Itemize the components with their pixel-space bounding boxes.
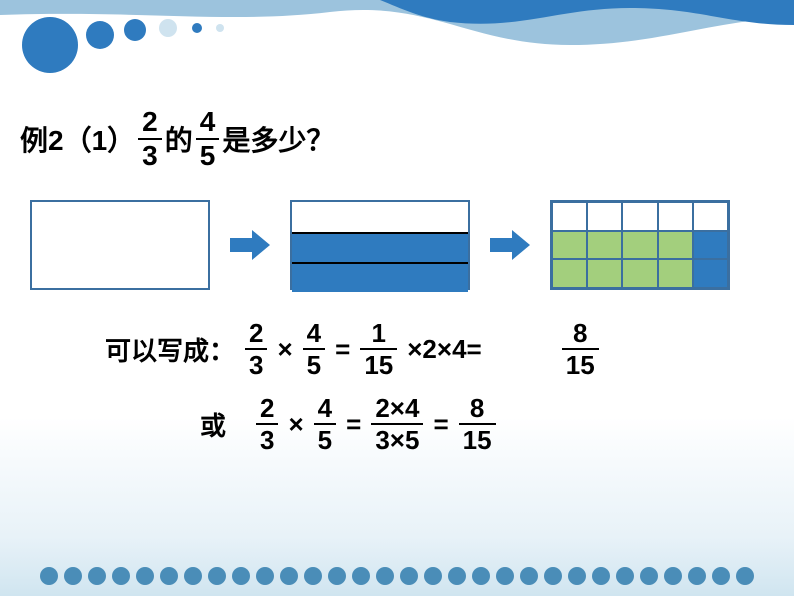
fraction: 2×4 3×5 [371,395,423,453]
fraction: 2 3 [245,320,267,378]
question-mid: 的 [165,119,193,159]
eq2-prefix: 或 [200,406,226,443]
grid-3x5 [552,202,728,288]
equation-line-2: 或 2 3 × 4 5 = 2×4 3×5 = 8 15 [195,395,501,453]
fraction-4-5: 4 5 [196,108,220,170]
header-wave [0,0,794,90]
equals-sign: = [335,334,350,365]
arrow-icon [230,230,270,260]
question-line: 例2 （1） 2 3 的 4 5 是多少？ [20,108,334,170]
diagram-rect-thirds [290,200,470,290]
diagram-row [30,200,730,290]
equals-sign: = [346,409,361,440]
example-label: 例2 [20,119,64,159]
eq1-mid: ×2×4= [407,334,481,365]
equation-line-1: 可以写成： 2 3 × 4 5 = 1 15 ×2×4= 8 15 [100,320,604,378]
times-sign: × [288,409,303,440]
fraction-2-3: 2 3 [138,108,162,170]
fraction: 2 3 [256,395,278,453]
footer-dots [0,556,794,596]
diagram-rect-grid [550,200,730,290]
diagram-rect-empty [30,200,210,290]
eq1-prefix: 可以写成： [105,331,235,368]
fraction: 1 15 [360,320,397,378]
fraction: 4 5 [314,395,336,453]
arrow-icon [490,230,530,260]
times-sign: × [277,334,292,365]
fraction: 4 5 [303,320,325,378]
fraction-result: 8 15 [459,395,496,453]
fraction-result: 8 15 [562,320,599,378]
equals-sign: = [433,409,448,440]
question-tail: 是多少？ [222,119,334,159]
part-label: （1） [64,119,136,159]
